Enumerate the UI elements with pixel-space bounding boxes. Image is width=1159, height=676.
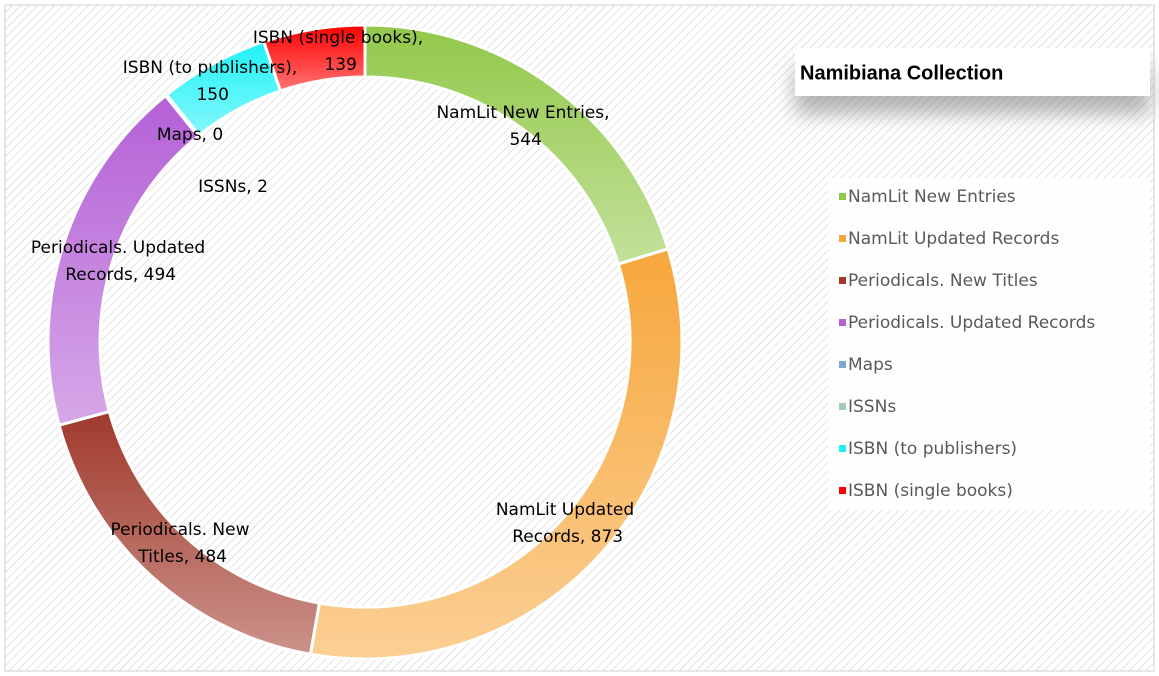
data-label-line: NamLit New Entries, [436, 103, 609, 123]
data-label-line: Records, 494 [60, 265, 176, 285]
legend-marker [839, 193, 846, 200]
legend-label: ISBN (to publishers) [848, 439, 1017, 459]
legend-label: Maps [848, 355, 893, 375]
data-label: ISSNs, 2 [198, 177, 268, 197]
legend-marker [839, 361, 846, 368]
title-box [795, 48, 1150, 96]
legend [828, 178, 1150, 510]
data-label: ISBN (to publishers), 150 [123, 58, 297, 105]
legend-label: ISSNs [848, 397, 896, 417]
donut-slice [261, 23, 367, 93]
data-label: Periodicals. New Titles, 484 [111, 520, 250, 567]
legend-marker [839, 487, 846, 494]
data-label-line: Titles, 484 [133, 547, 227, 567]
data-label-line: NamLit Updated [496, 500, 634, 520]
legend-label: Periodicals. New Titles [848, 271, 1038, 291]
data-label-line: 544 [504, 130, 542, 150]
data-label-line: Periodicals. New [111, 520, 250, 540]
legend-label: Periodicals. Updated Records [848, 313, 1095, 333]
legend-marker [839, 403, 846, 410]
legend-marker [839, 319, 846, 326]
data-label-line: 139 [319, 55, 357, 75]
data-label: Periodicals. Updated Records, 494 [31, 238, 205, 285]
legend-label: NamLit New Entries [848, 187, 1016, 207]
legend-marker [839, 277, 846, 284]
data-label-line: ISBN (to publishers), [123, 58, 297, 78]
data-label-line: 150 [191, 85, 229, 105]
data-label-line: Periodicals. Updated [31, 238, 205, 258]
legend-label: ISBN (single books) [848, 481, 1013, 501]
data-label-line: Records, 873 [507, 527, 623, 547]
data-label-line: ISBN (single books), [253, 28, 423, 48]
data-label: NamLit New Entries, 544 [436, 103, 609, 150]
legend-marker [839, 445, 846, 452]
data-label: ISBN (single books), 139 [253, 28, 423, 75]
data-label: NamLit Updated Records, 873 [496, 500, 634, 547]
data-label: Maps, 0 [157, 125, 223, 145]
legend-marker [839, 235, 846, 242]
chart-title: Namibiana Collection [800, 62, 1003, 84]
legend-label: NamLit Updated Records [848, 229, 1059, 249]
